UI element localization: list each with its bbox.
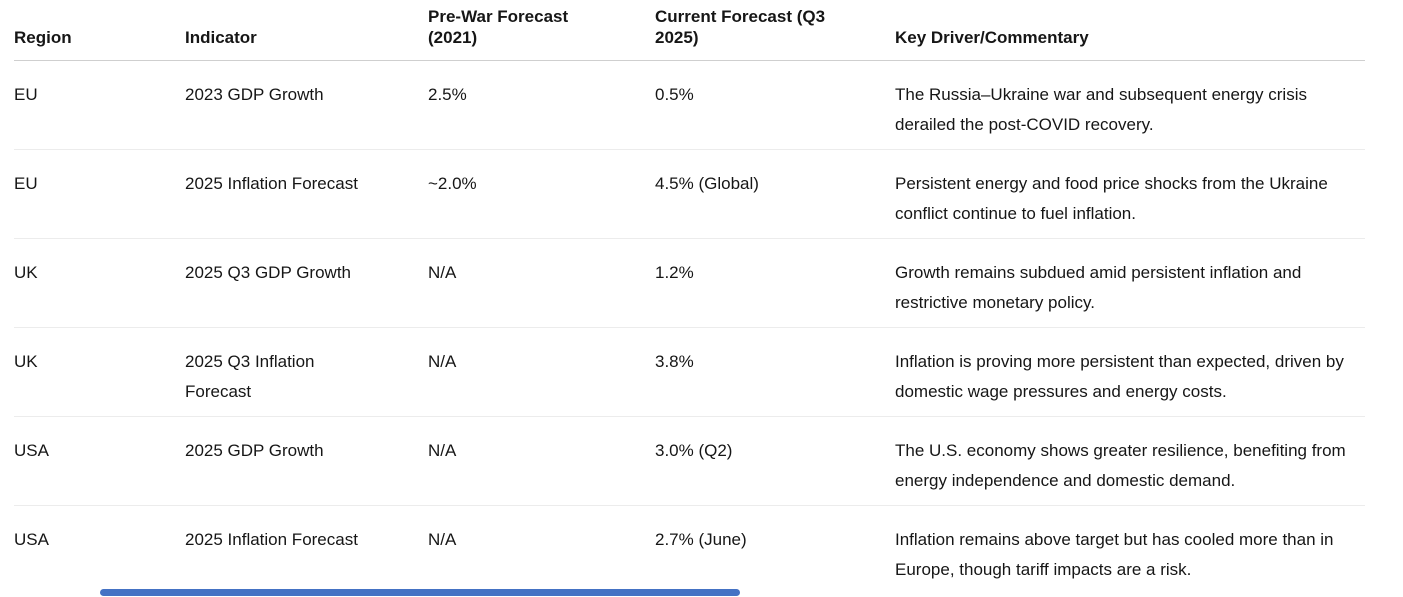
table-row: USA 2025 Inflation Forecast N/A 2.7% (Ju…: [14, 505, 1365, 594]
cell-commentary: Inflation is proving more persistent tha…: [895, 352, 1344, 401]
table-row: EU 2023 GDP Growth 2.5% 0.5% The Russia–…: [14, 61, 1365, 149]
cell-region: UK: [14, 263, 38, 282]
header-cell-indicator: Indicator: [185, 28, 257, 47]
cell-prewar-forecast: 2.5%: [428, 85, 467, 104]
forecast-table: Region Indicator Pre-War Forecast (2021)…: [14, 0, 1365, 594]
cell-region: UK: [14, 352, 38, 371]
table-row: UK 2025 Q3 Inflation Forecast N/A 3.8% I…: [14, 327, 1365, 416]
header-cell-commentary: Key Driver/Commentary: [895, 28, 1089, 47]
cell-current-forecast: 1.2%: [655, 263, 694, 282]
cell-current-forecast: 3.8%: [655, 352, 694, 371]
cell-region: EU: [14, 174, 38, 193]
header-cell-prewar-forecast: Pre-War Forecast (2021): [428, 7, 569, 47]
cell-indicator: 2025 Inflation Forecast: [185, 174, 358, 193]
cell-prewar-forecast: N/A: [428, 263, 457, 282]
cell-region: USA: [14, 441, 49, 460]
cell-prewar-forecast: ~2.0%: [428, 174, 477, 193]
cell-indicator: 2025 Inflation Forecast: [185, 530, 358, 549]
header-cell-current-forecast: Current Forecast (Q3 2025): [655, 7, 826, 47]
cell-prewar-forecast: N/A: [428, 352, 457, 371]
cell-indicator: 2025 GDP Growth: [185, 441, 324, 460]
cell-prewar-forecast: N/A: [428, 530, 457, 549]
cell-commentary: Inflation remains above target but has c…: [895, 530, 1334, 579]
table-row: UK 2025 Q3 GDP Growth N/A 1.2% Growth re…: [14, 238, 1365, 327]
cell-commentary: The U.S. economy shows greater resilienc…: [895, 441, 1346, 490]
cell-commentary: Growth remains subdued amid persistent i…: [895, 263, 1302, 312]
cell-commentary: The Russia–Ukraine war and subsequent en…: [895, 85, 1307, 134]
cell-current-forecast: 4.5% (Global): [655, 174, 759, 193]
cell-prewar-forecast: N/A: [428, 441, 457, 460]
table-header-row: Region Indicator Pre-War Forecast (2021)…: [14, 0, 1365, 61]
cell-current-forecast: 3.0% (Q2): [655, 441, 733, 460]
cell-region: USA: [14, 530, 49, 549]
header-cell-region: Region: [14, 28, 72, 47]
cell-current-forecast: 0.5%: [655, 85, 694, 104]
horizontal-scrollbar-thumb[interactable]: [100, 589, 740, 596]
cell-region: EU: [14, 85, 38, 104]
table-row: USA 2025 GDP Growth N/A 3.0% (Q2) The U.…: [14, 416, 1365, 505]
table-row: EU 2025 Inflation Forecast ~2.0% 4.5% (G…: [14, 149, 1365, 238]
cell-current-forecast: 2.7% (June): [655, 530, 747, 549]
cell-indicator: 2025 Q3 GDP Growth: [185, 263, 351, 282]
cell-indicator: 2023 GDP Growth: [185, 85, 324, 104]
cell-indicator: 2025 Q3 Inflation Forecast: [185, 352, 315, 401]
cell-commentary: Persistent energy and food price shocks …: [895, 174, 1328, 223]
